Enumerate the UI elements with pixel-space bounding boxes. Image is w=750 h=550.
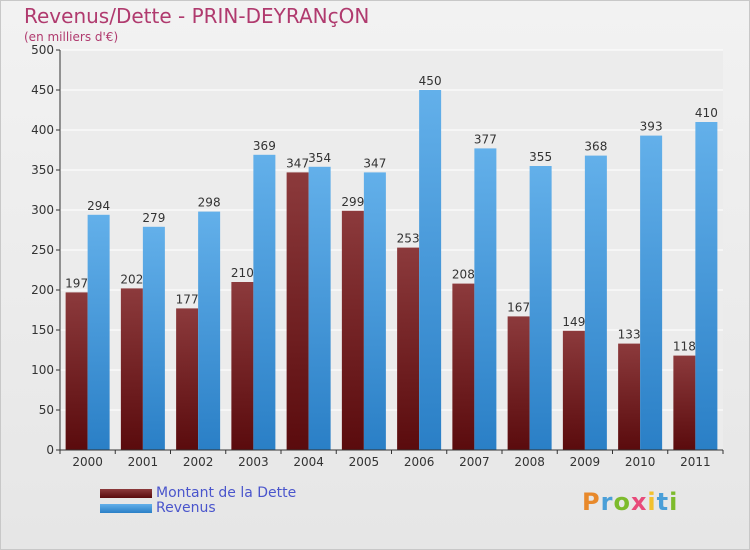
bar-dette [341, 210, 364, 450]
data-label-dette: 118 [673, 340, 696, 354]
proxiti-logo: Proxiti [582, 488, 679, 516]
y-tick-label: 450 [31, 83, 54, 97]
bar-revenus [474, 148, 497, 450]
bar-revenus [529, 166, 552, 450]
data-label-revenus: 355 [529, 150, 552, 164]
x-tick-label: 2004 [293, 455, 324, 469]
bar-dette [231, 282, 254, 450]
bar-revenus [87, 214, 110, 450]
chart-title: Revenus/Dette - PRIN-DEYRANçON [24, 4, 370, 28]
y-tick-label: 400 [31, 123, 54, 137]
bar-revenus [695, 122, 718, 450]
legend-label-dette: Montant de la Dette [156, 485, 297, 501]
data-label-dette: 299 [341, 195, 364, 209]
data-label-revenus: 450 [419, 74, 442, 88]
y-tick-label: 50 [39, 403, 54, 417]
bar-revenus [198, 211, 221, 450]
legend-item-revenus: Revenus [100, 501, 296, 516]
legend: Montant de la Dette Revenus [100, 486, 296, 516]
bar-dette [618, 343, 641, 450]
data-label-dette: 149 [562, 315, 585, 329]
data-label-dette: 177 [176, 292, 199, 306]
bar-revenus [584, 155, 607, 450]
y-tick-label: 0 [46, 443, 54, 457]
bar-revenus [640, 135, 663, 450]
data-label-revenus: 368 [584, 140, 607, 154]
x-tick-label: 2008 [514, 455, 545, 469]
data-label-revenus: 354 [308, 151, 331, 165]
bar-revenus [363, 172, 386, 450]
data-label-dette: 208 [452, 268, 475, 282]
bar-revenus [253, 154, 276, 451]
data-label-revenus: 369 [253, 139, 276, 153]
y-tick-label: 500 [31, 43, 54, 57]
data-label-dette: 133 [618, 328, 641, 342]
data-label-dette: 253 [397, 232, 420, 246]
bar-dette [452, 283, 475, 450]
bar-dette [286, 172, 309, 450]
bar-revenus [308, 166, 331, 451]
bar-dette [562, 330, 585, 450]
y-tick-label: 250 [31, 243, 54, 257]
x-tick-label: 2001 [128, 455, 159, 469]
x-tick-label: 2005 [349, 455, 380, 469]
data-label-dette: 197 [65, 276, 88, 290]
data-label-revenus: 294 [87, 199, 110, 213]
y-tick-label: 300 [31, 203, 54, 217]
data-label-revenus: 377 [474, 132, 497, 146]
bar-dette [176, 308, 199, 450]
x-tick-label: 2003 [238, 455, 269, 469]
bar-dette [673, 355, 696, 450]
legend-label-revenus: Revenus [156, 500, 216, 516]
bar-dette [120, 288, 143, 450]
bar-dette [397, 247, 420, 450]
bar-dette [65, 292, 88, 450]
y-tick-label: 100 [31, 363, 54, 377]
data-label-revenus: 410 [695, 106, 718, 120]
x-tick-label: 2009 [570, 455, 601, 469]
x-tick-label: 2000 [72, 455, 103, 469]
legend-item-dette: Montant de la Dette [100, 486, 296, 501]
y-tick-label: 200 [31, 283, 54, 297]
y-tick-label: 150 [31, 323, 54, 337]
data-label-dette: 347 [286, 156, 309, 170]
data-label-revenus: 279 [142, 211, 165, 225]
data-label-revenus: 393 [640, 120, 663, 134]
data-label-dette: 210 [231, 266, 254, 280]
x-tick-label: 2011 [680, 455, 711, 469]
data-label-revenus: 347 [363, 156, 386, 170]
x-tick-label: 2002 [183, 455, 214, 469]
x-tick-label: 2006 [404, 455, 435, 469]
bar-revenus [419, 90, 442, 450]
x-tick-label: 2007 [459, 455, 490, 469]
y-tick-label: 350 [31, 163, 54, 177]
data-label-revenus: 298 [198, 196, 221, 210]
x-tick-label: 2010 [625, 455, 656, 469]
bar-dette [507, 316, 530, 450]
bar-revenus [142, 226, 165, 450]
data-label-dette: 202 [120, 272, 143, 286]
data-label-dette: 167 [507, 300, 530, 314]
legend-swatch-dette [100, 489, 152, 498]
chart-subtitle: (en milliers d'€) [24, 30, 119, 44]
legend-swatch-revenus [100, 504, 152, 513]
